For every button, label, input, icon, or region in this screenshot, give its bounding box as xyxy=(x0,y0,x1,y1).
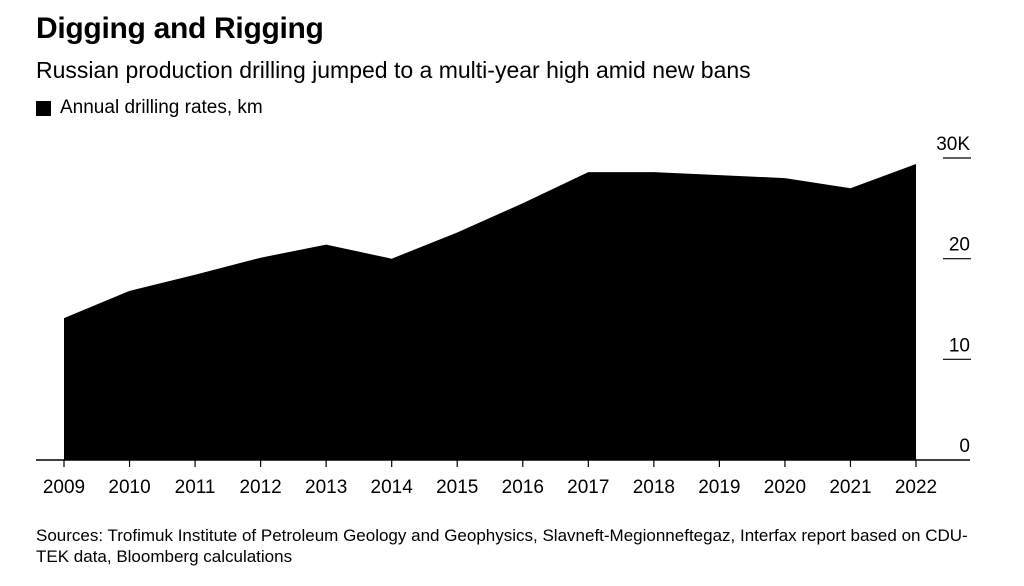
legend: Annual drilling rates, km xyxy=(36,97,263,119)
y-tick-label-20: 20 xyxy=(949,235,970,256)
legend-swatch xyxy=(36,100,51,116)
x-tick-label-2015: 2015 xyxy=(436,477,478,498)
y-tick-label-10: 10 xyxy=(949,335,970,356)
y-tick-label-30K: 30K xyxy=(936,134,970,155)
x-tick-label-2013: 2013 xyxy=(305,477,347,498)
x-tick-label-2009: 2009 xyxy=(43,477,85,498)
x-tick-label-2014: 2014 xyxy=(371,477,414,498)
x-tick-label-2010: 2010 xyxy=(108,477,150,498)
chart-subtitle: Russian production drilling jumped to a … xyxy=(36,57,751,83)
x-tick-label-2012: 2012 xyxy=(239,477,281,498)
chart-title: Digging and Rigging xyxy=(36,12,324,45)
x-tick-label-2017: 2017 xyxy=(567,477,609,498)
source-note: Sources: Trofimuk Institute of Petroleum… xyxy=(36,526,968,566)
x-tick-label-2021: 2021 xyxy=(829,477,871,498)
x-tick-label-2016: 2016 xyxy=(502,477,544,498)
legend-label: Annual drilling rates, km xyxy=(60,97,263,118)
x-tick-label-2011: 2011 xyxy=(175,477,216,498)
series-area xyxy=(64,164,916,460)
x-tick-label-2018: 2018 xyxy=(633,477,675,498)
x-tick-label-2019: 2019 xyxy=(698,477,740,498)
x-tick-label-2020: 2020 xyxy=(764,477,806,498)
y-tick-label-0: 0 xyxy=(959,436,970,457)
x-tick-label-2022: 2022 xyxy=(895,477,937,498)
